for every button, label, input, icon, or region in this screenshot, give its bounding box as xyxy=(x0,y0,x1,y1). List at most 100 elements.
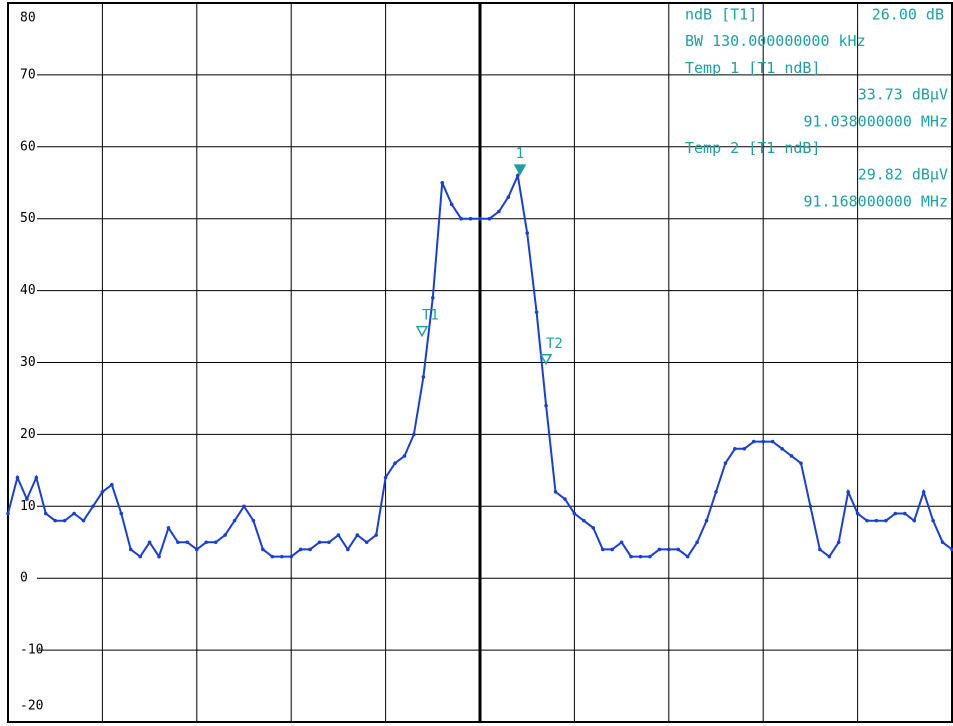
y-tick-label: 30 xyxy=(20,355,36,370)
trace-point xyxy=(138,554,142,559)
y-tick-label: 20 xyxy=(20,427,36,442)
label-bg xyxy=(9,499,37,514)
trace-point xyxy=(676,547,681,552)
trace-point xyxy=(204,540,209,545)
trace-point xyxy=(657,547,662,552)
trace-point xyxy=(374,533,378,537)
trace-point xyxy=(572,511,577,516)
trace-point xyxy=(544,403,548,408)
trace-point xyxy=(431,295,435,300)
trace-point xyxy=(176,540,180,545)
trace-point xyxy=(695,540,699,545)
trace-point xyxy=(770,439,775,444)
trace-point xyxy=(242,504,246,509)
trace-point xyxy=(903,511,907,516)
trace-point xyxy=(893,511,898,516)
trace-point xyxy=(166,526,171,530)
trace-point xyxy=(270,554,275,559)
trace-point xyxy=(91,504,95,509)
trace-point xyxy=(685,554,690,559)
trace-point xyxy=(648,554,652,559)
trace-point xyxy=(874,518,879,523)
trace-point xyxy=(279,554,284,559)
trace-point xyxy=(110,482,114,487)
trace-point xyxy=(251,518,256,523)
info-line: 91.168000000 MHz xyxy=(804,192,949,210)
trace-point xyxy=(799,461,803,465)
trace-point xyxy=(440,180,445,185)
trace-point xyxy=(355,533,360,537)
trace-point xyxy=(667,547,671,552)
info-line: Temp 1 [T1 ndB] xyxy=(685,59,820,77)
info-line: 91.038000000 MHz xyxy=(804,112,949,130)
trace-point xyxy=(525,231,529,235)
trace-point xyxy=(931,518,935,523)
y-tick-label: 60 xyxy=(20,139,36,154)
trace-point xyxy=(119,511,124,516)
trace-point xyxy=(289,554,294,559)
info-line: 29.82 dBµV xyxy=(858,166,948,184)
trace-point xyxy=(789,454,794,458)
trace-point xyxy=(336,533,341,537)
trace-point xyxy=(261,547,265,552)
marker xyxy=(513,164,527,176)
trace-point xyxy=(808,504,813,509)
trace-point xyxy=(723,461,728,465)
y-tick-label: 50 xyxy=(20,211,36,226)
trace-point xyxy=(855,511,860,516)
trace-point xyxy=(185,540,190,545)
info-value: 26.00 dB xyxy=(872,6,944,24)
y-tick-label: -20 xyxy=(20,699,43,714)
trace-point xyxy=(497,209,501,214)
label-bg xyxy=(9,427,37,442)
marker xyxy=(539,354,553,366)
trace-point xyxy=(157,554,161,559)
trace-point xyxy=(506,195,511,199)
info-line: Temp 2 [T1 ndB] xyxy=(685,139,820,157)
trace-point xyxy=(600,547,605,552)
trace-point xyxy=(449,202,454,207)
label-bg xyxy=(9,67,37,82)
trace-point xyxy=(412,432,416,437)
trace-point xyxy=(147,540,152,545)
trace-point xyxy=(733,446,737,451)
trace-point xyxy=(836,540,841,545)
trace-point xyxy=(780,446,784,451)
trace-point xyxy=(478,216,482,221)
trace-point xyxy=(15,475,20,480)
trace-point xyxy=(563,497,567,501)
y-tick-label: 70 xyxy=(20,67,36,82)
trace-point xyxy=(128,547,133,552)
trace-point xyxy=(582,518,586,523)
marker xyxy=(415,325,429,338)
trace-point xyxy=(884,518,888,523)
trace-point xyxy=(468,216,473,221)
trace-point xyxy=(298,547,303,552)
info-line: BW 130.000000000 kHz xyxy=(685,32,866,50)
trace-point xyxy=(25,497,29,501)
info-line: 33.73 dBµV xyxy=(858,86,948,104)
trace-point xyxy=(81,518,86,523)
trace-point xyxy=(43,511,48,516)
y-tick-label: 10 xyxy=(20,499,36,514)
trace-point xyxy=(383,475,388,480)
trace-point xyxy=(940,540,945,545)
label-bg xyxy=(9,571,37,586)
y-tick-label: 80 xyxy=(20,11,36,26)
label-bg xyxy=(9,139,37,154)
trace-point xyxy=(610,547,614,552)
info-label: ndB [T1] xyxy=(685,6,757,24)
label-bg xyxy=(9,643,37,658)
trace-point xyxy=(364,540,369,545)
trace-point xyxy=(818,547,822,552)
trace-point xyxy=(515,173,520,178)
marker-label: T1 xyxy=(422,308,439,324)
trace-point xyxy=(232,518,237,523)
trace-point xyxy=(619,540,624,545)
trace-point xyxy=(327,540,331,545)
trace-point xyxy=(346,547,350,552)
trace-point xyxy=(62,518,67,523)
trace-point xyxy=(865,518,869,523)
y-tick-label: -10 xyxy=(20,643,43,658)
trace-point xyxy=(53,518,57,523)
